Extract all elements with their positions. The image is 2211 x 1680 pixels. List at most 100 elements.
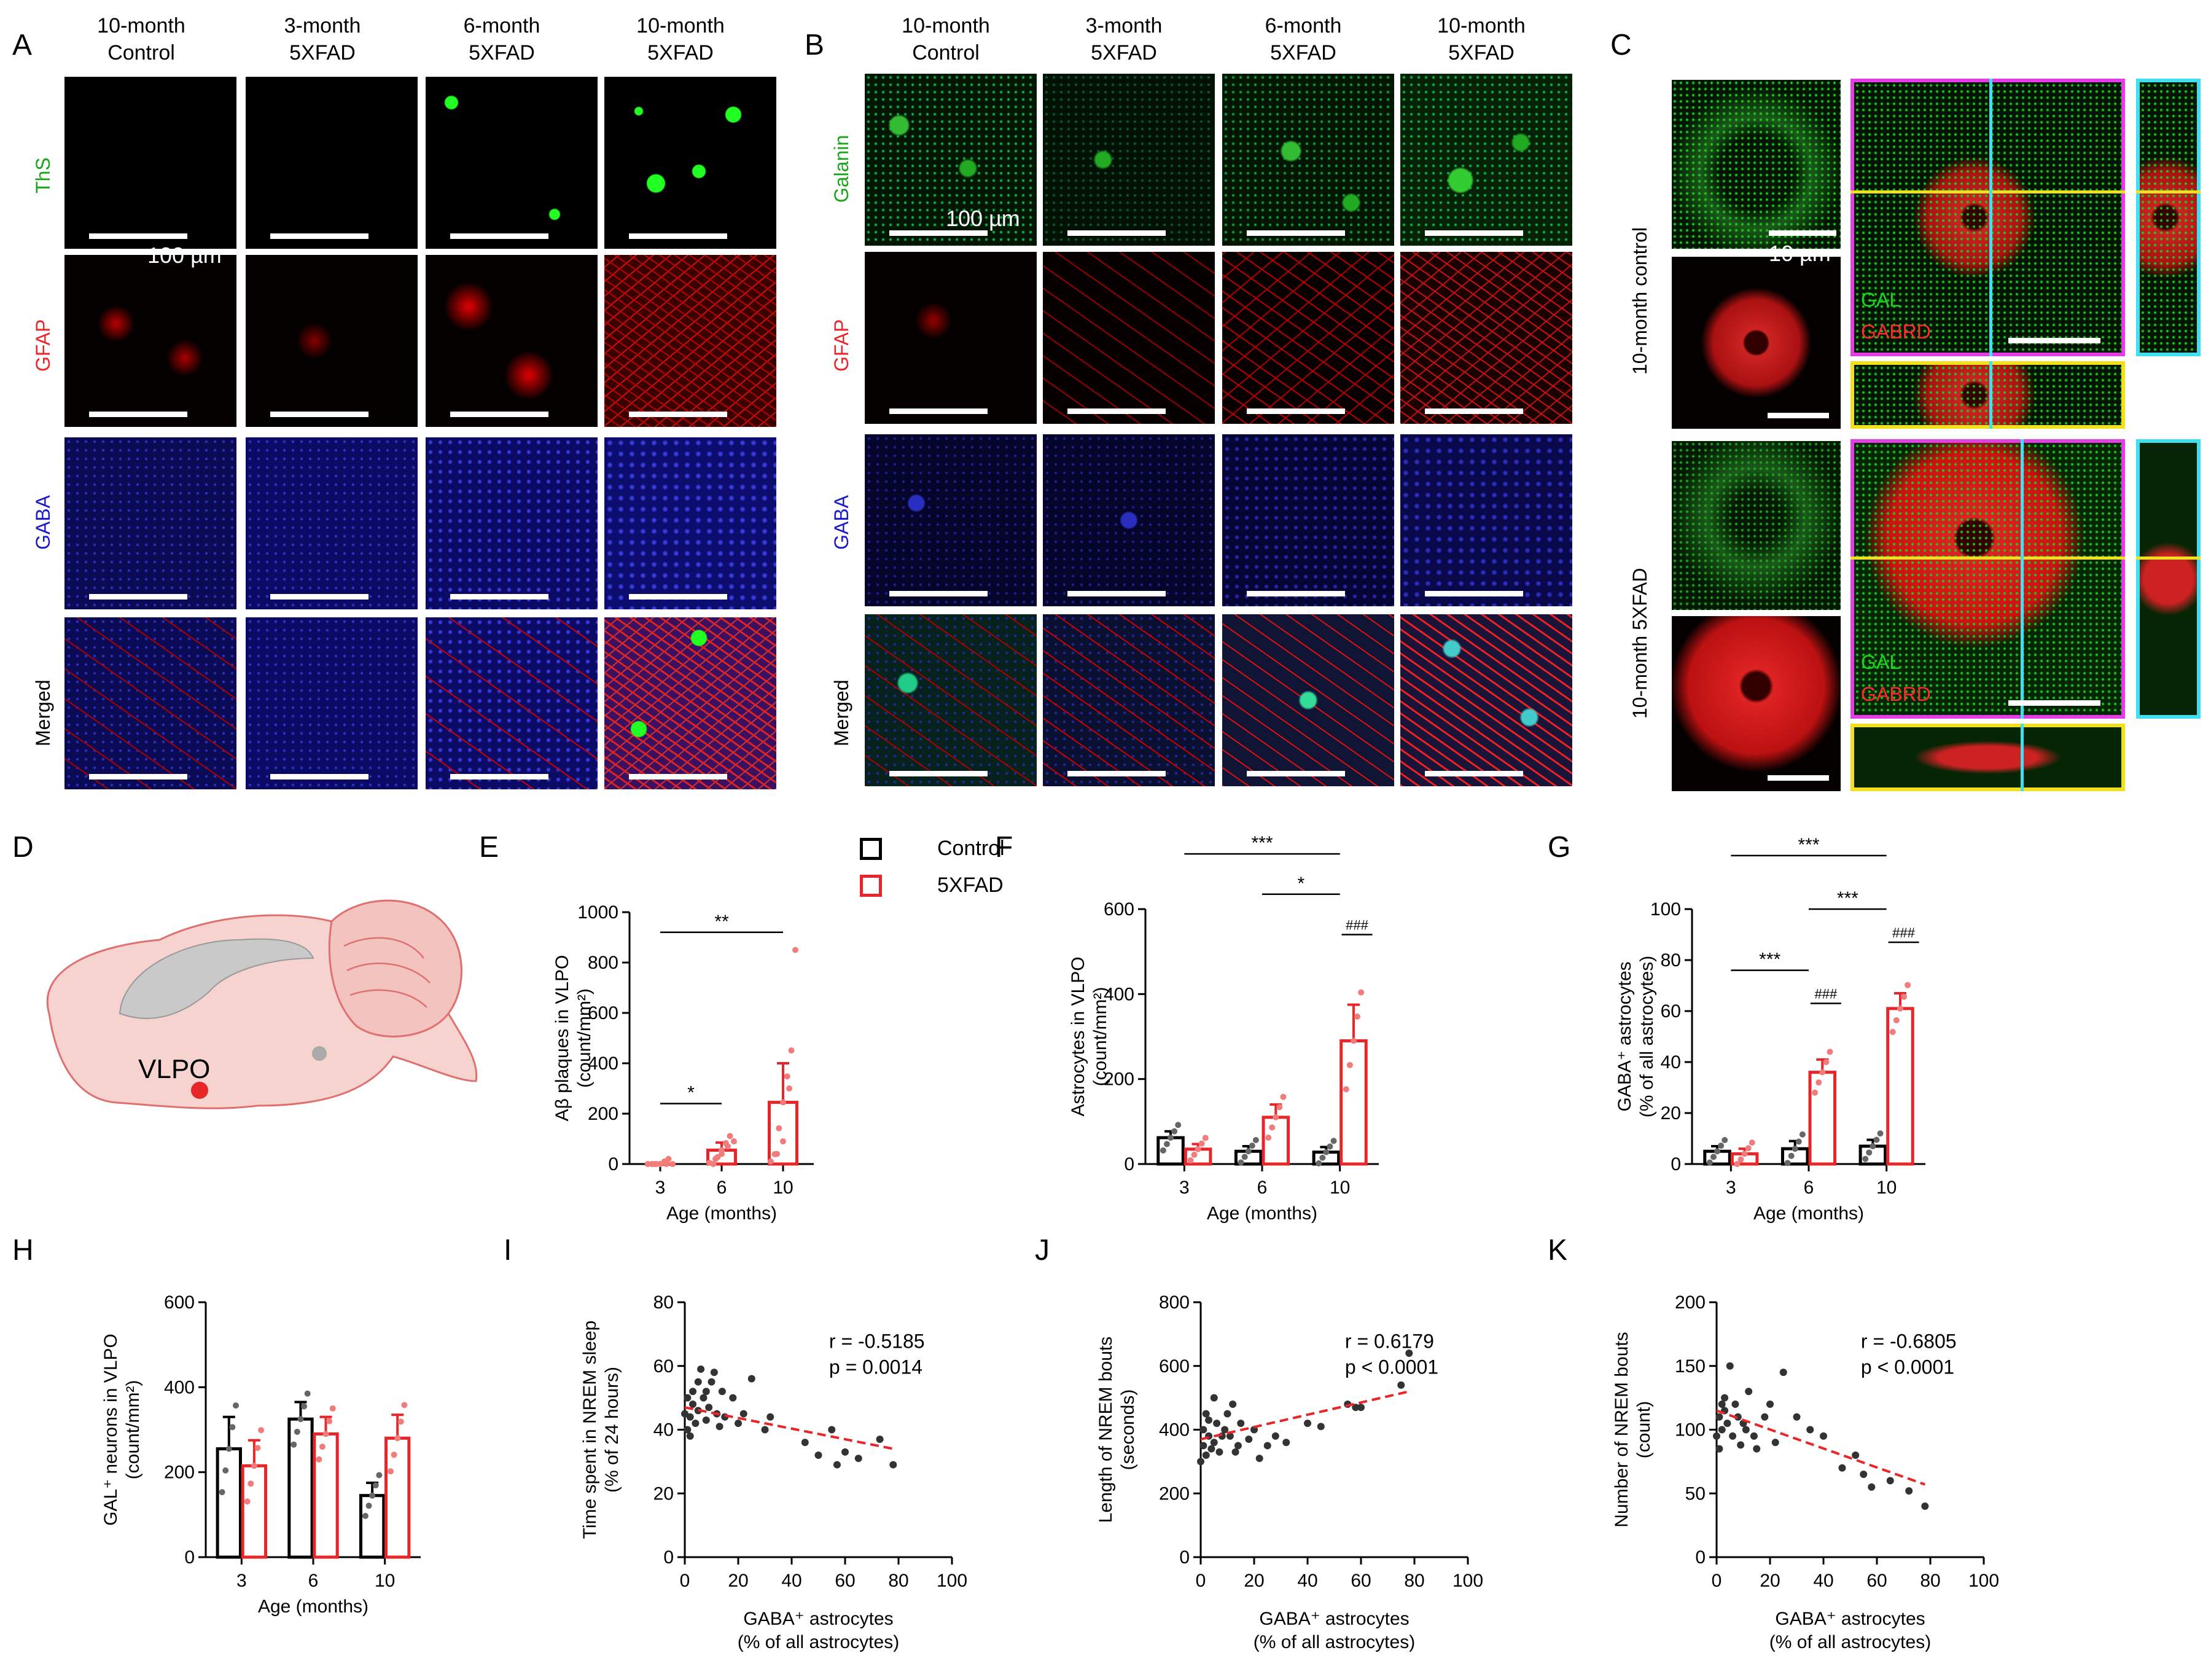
scale-bar bbox=[629, 412, 727, 417]
data-point bbox=[1766, 1401, 1774, 1408]
panel-a-merged-image bbox=[64, 617, 236, 789]
y-axis-label: Number of NREM bouts (count) bbox=[1612, 1332, 1654, 1527]
y-tick-label: 400 bbox=[164, 1377, 195, 1397]
y-axis-label: Length of NREM bouts (seconds) bbox=[1096, 1337, 1138, 1523]
y-tick-label: 600 bbox=[1104, 899, 1134, 920]
panel-c-gabrd-label-1: GABRD bbox=[1861, 321, 1931, 343]
data-point bbox=[1202, 1135, 1209, 1141]
y-tick-label: 60 bbox=[653, 1356, 674, 1377]
data-point bbox=[1737, 1441, 1745, 1449]
data-point bbox=[710, 1369, 718, 1377]
bar bbox=[241, 1464, 268, 1559]
chart-j-nrem-length: 0 200 400 600 800 0 20 40 60 80 100 r = 0.6179 p < 0… bbox=[1096, 1292, 1483, 1652]
data-point bbox=[1352, 1404, 1360, 1412]
panel-a-col-title: 10-month 5XFAD bbox=[636, 14, 725, 65]
legend-control-swatch bbox=[860, 838, 882, 860]
data-point bbox=[369, 1492, 376, 1499]
panel-c-row-label-control: 10-month control bbox=[1629, 227, 1651, 375]
data-point bbox=[686, 1432, 694, 1440]
data-point bbox=[1742, 1426, 1750, 1434]
x-tick-label: 10 bbox=[375, 1571, 395, 1591]
scale-bar bbox=[89, 774, 187, 779]
data-point bbox=[1737, 1156, 1744, 1163]
stat-p: p < 0.0001 bbox=[1345, 1356, 1438, 1378]
data-point bbox=[1889, 1029, 1896, 1036]
data-point bbox=[719, 1151, 725, 1157]
x-tick-label: 80 bbox=[1404, 1571, 1424, 1591]
panel-a-row-label-merged: Merged bbox=[32, 679, 54, 747]
panel-a-row-label-gfap: GFAP bbox=[32, 319, 54, 372]
scale-bar bbox=[450, 412, 548, 417]
x-tick-label: 20 bbox=[1244, 1571, 1264, 1591]
y-axis-label: Aβ plaques in VLPO (count/mm²) bbox=[552, 955, 595, 1122]
x-axis-label: GABA⁺ astrocytes (% of all astrocytes) bbox=[1769, 1609, 1931, 1652]
data-point bbox=[1860, 1471, 1868, 1479]
panel-a-gfap-image bbox=[64, 255, 236, 427]
data-point bbox=[792, 947, 798, 953]
y-tick-label: 0 bbox=[184, 1547, 195, 1568]
data-point bbox=[1245, 1436, 1253, 1444]
panel-a-gaba-image bbox=[426, 437, 598, 609]
data-point bbox=[739, 1410, 747, 1418]
data-point bbox=[1252, 1136, 1259, 1143]
panel-a-col-title: 3-month 5XFAD bbox=[284, 14, 361, 65]
data-point bbox=[725, 1143, 731, 1150]
data-point bbox=[1207, 1445, 1215, 1453]
data-point bbox=[1901, 993, 1908, 1000]
x-axis-label: Age (months) bbox=[1753, 1203, 1864, 1224]
data-point bbox=[1734, 1161, 1741, 1167]
data-point bbox=[362, 1512, 368, 1519]
panel-a-gfap-image bbox=[426, 255, 598, 427]
y-tick-label: 0 bbox=[663, 1547, 674, 1568]
data-point bbox=[1866, 1149, 1873, 1156]
data-point bbox=[365, 1502, 372, 1509]
panel-b-merged-image bbox=[865, 614, 1037, 786]
data-point bbox=[1202, 1451, 1210, 1459]
crosshair-line bbox=[2021, 724, 2024, 791]
significance-label: *** bbox=[1759, 950, 1780, 970]
fit-line bbox=[1200, 1390, 1410, 1441]
panel-c-5xfad-yz-image bbox=[2136, 439, 2201, 719]
significance-label: *** bbox=[1798, 835, 1819, 855]
chart-k-nrem-count: 0 50 100 150 200 0 20 40 60 80 100 r = -0.6805 p < 0… bbox=[1612, 1292, 1999, 1652]
data-point bbox=[1706, 1159, 1713, 1166]
panel-letter-h: H bbox=[12, 1234, 34, 1267]
y-tick-label: 100 bbox=[1675, 1420, 1706, 1440]
scalebar-label-b: 100 µm bbox=[946, 206, 1020, 231]
x-tick-label: 3 bbox=[236, 1571, 247, 1591]
stat-p: p < 0.0001 bbox=[1861, 1356, 1954, 1378]
x-tick-label: 6 bbox=[1257, 1178, 1268, 1198]
x-tick-label: 60 bbox=[1351, 1571, 1371, 1591]
y-tick-label: 100 bbox=[1650, 899, 1681, 920]
data-point bbox=[788, 1047, 795, 1054]
panel-c-row-label-5xfad: 10-month 5XFAD bbox=[1629, 568, 1651, 719]
panel-c-5xfad-gabrd-image bbox=[1672, 616, 1841, 791]
data-point bbox=[1191, 1151, 1198, 1158]
data-point bbox=[301, 1403, 308, 1410]
data-point bbox=[1715, 1445, 1723, 1453]
panel-a-col-title: 10-month Control bbox=[97, 14, 185, 65]
x-tick-label: 0 bbox=[1712, 1571, 1722, 1591]
data-point bbox=[1213, 1420, 1221, 1428]
x-tick-label: 3 bbox=[1726, 1178, 1736, 1198]
data-point bbox=[388, 1468, 394, 1475]
significance-label: ### bbox=[1815, 987, 1838, 1002]
x-tick-label: 60 bbox=[1866, 1571, 1887, 1591]
data-point bbox=[1823, 1059, 1830, 1065]
data-point bbox=[854, 1455, 862, 1463]
scale-bar bbox=[889, 591, 988, 596]
data-point bbox=[1346, 1061, 1353, 1068]
panel-letter-g: G bbox=[1548, 831, 1571, 864]
panel-b-col-title: 3-month 5XFAD bbox=[1085, 14, 1163, 65]
bar bbox=[1339, 1039, 1368, 1166]
chart-i-nrem-time: 0 20 40 60 80 0 20 40 60 80 100 r = -0.5185 p = 0.00… bbox=[580, 1292, 967, 1652]
data-point bbox=[1905, 1487, 1913, 1495]
panel-a-gaba-image bbox=[604, 437, 776, 609]
data-point bbox=[1269, 1124, 1276, 1131]
data-point bbox=[718, 1388, 726, 1396]
scale-bar bbox=[1425, 591, 1523, 596]
data-point bbox=[1819, 1069, 1826, 1076]
data-point bbox=[689, 1388, 697, 1396]
y-tick-label: 0 bbox=[608, 1154, 618, 1174]
